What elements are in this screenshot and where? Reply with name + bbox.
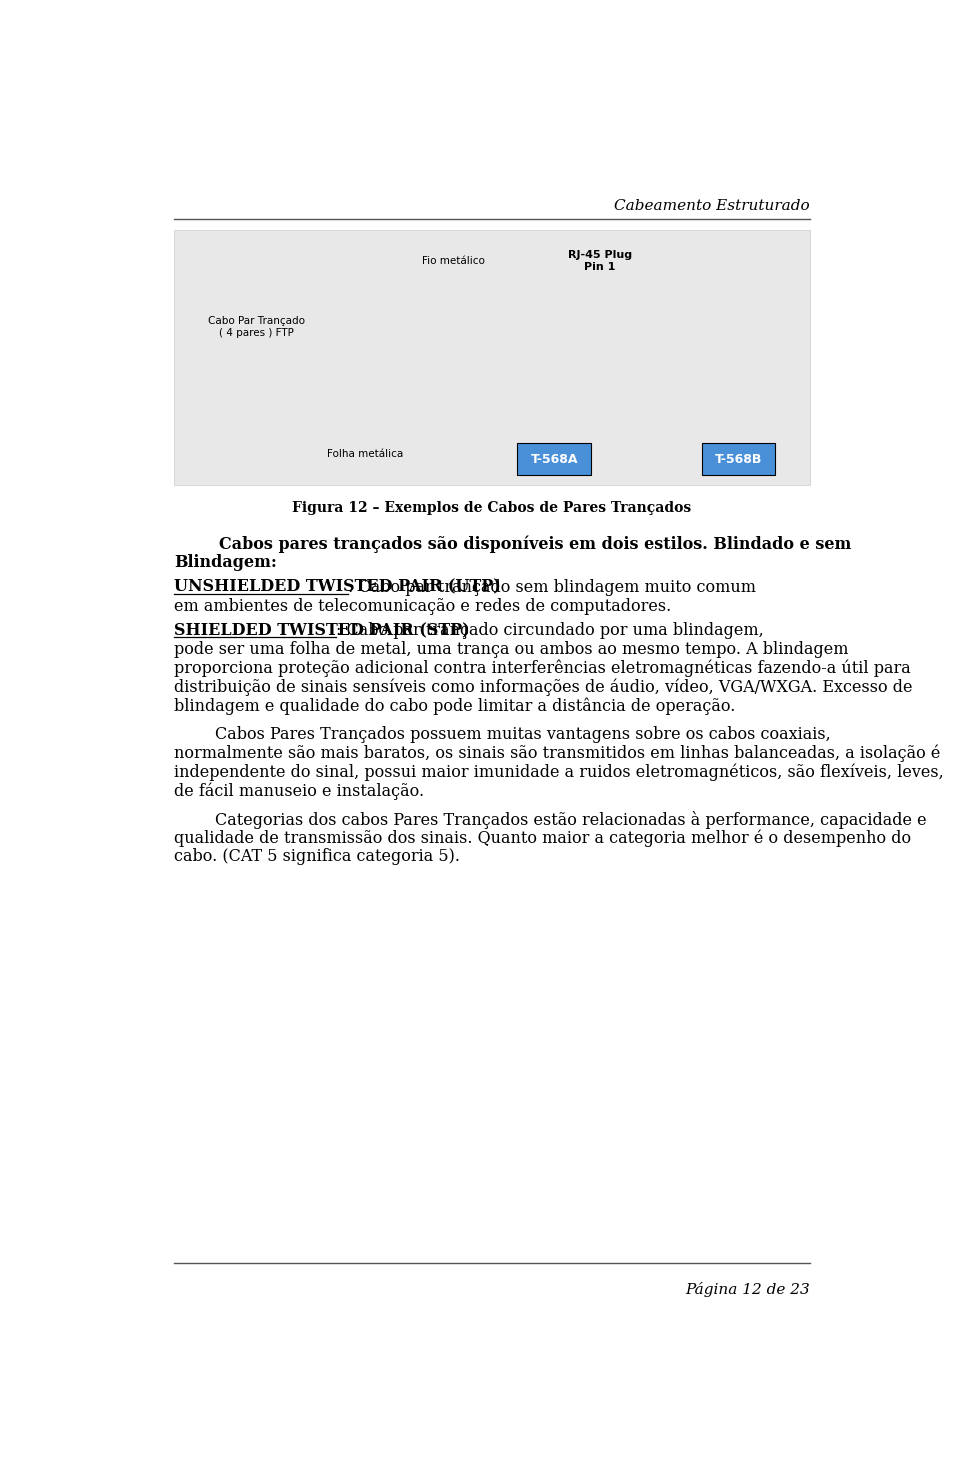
Text: proporciona proteção adicional contra interferências eletromagnéticas fazendo-a : proporciona proteção adicional contra in… [175, 660, 911, 677]
FancyBboxPatch shape [175, 231, 809, 484]
Text: normalmente são mais baratos, os sinais são transmitidos em linhas balanceadas, : normalmente são mais baratos, os sinais … [175, 744, 941, 762]
Text: distribuição de sinais sensíveis como informações de áudio, vídeo, VGA/WXGA. Exc: distribuição de sinais sensíveis como in… [175, 678, 913, 696]
Text: : Cabo par trançado sem blindagem muito comum: : Cabo par trançado sem blindagem muito … [348, 578, 756, 596]
Text: Blindagem:: Blindagem: [175, 555, 277, 571]
Text: : Cabo par trançado circundado por uma blindagem,: : Cabo par trançado circundado por uma b… [336, 622, 764, 638]
Text: pode ser uma folha de metal, uma trança ou ambos ao mesmo tempo. A blindagem: pode ser uma folha de metal, uma trança … [175, 641, 849, 658]
Text: T-568A: T-568A [531, 453, 578, 466]
Text: de fácil manuseio e instalação.: de fácil manuseio e instalação. [175, 783, 424, 800]
Text: Cabeamento Estruturado: Cabeamento Estruturado [614, 200, 809, 213]
Text: blindagem e qualidade do cabo pode limitar a distância de operação.: blindagem e qualidade do cabo pode limit… [175, 697, 735, 715]
Text: independente do sinal, possui maior imunidade a ruidos eletromagnéticos, são fle: independente do sinal, possui maior imun… [175, 763, 944, 781]
FancyBboxPatch shape [517, 443, 591, 475]
Text: T-568B: T-568B [715, 453, 762, 466]
Text: Cabos Pares Trançados possuem muitas vantagens sobre os cabos coaxiais,: Cabos Pares Trançados possuem muitas van… [175, 725, 831, 743]
Text: Cabo Par Trançado
( 4 pares ) FTP: Cabo Par Trançado ( 4 pares ) FTP [208, 316, 305, 338]
FancyBboxPatch shape [702, 443, 776, 475]
Text: em ambientes de telecomunicação e redes de computadores.: em ambientes de telecomunicação e redes … [175, 597, 671, 615]
Text: RJ-45 Plug
Pin 1: RJ-45 Plug Pin 1 [568, 250, 632, 272]
Text: cabo. (CAT 5 significa categoria 5).: cabo. (CAT 5 significa categoria 5). [175, 849, 460, 865]
Text: qualidade de transmissão dos sinais. Quanto maior a categoria melhor é o desempe: qualidade de transmissão dos sinais. Qua… [175, 830, 911, 847]
Text: Cabos pares trançados são disponíveis em dois estilos. Blindado e sem: Cabos pares trançados são disponíveis em… [175, 535, 852, 553]
Text: Folha metálica: Folha metálica [326, 449, 403, 459]
Text: UNSHIELDED TWISTED PAIR (UTP): UNSHIELDED TWISTED PAIR (UTP) [175, 578, 501, 596]
Text: Página 12 de 23: Página 12 de 23 [685, 1283, 809, 1297]
Text: Figura 12 – Exemplos de Cabos de Pares Trançados: Figura 12 – Exemplos de Cabos de Pares T… [293, 502, 691, 515]
Text: Categorias dos cabos Pares Trançados estão relacionadas à performance, capacidad: Categorias dos cabos Pares Trançados est… [175, 811, 926, 828]
Text: SHIELDED TWISTED PAIR (STP): SHIELDED TWISTED PAIR (STP) [175, 622, 469, 638]
Text: Fio metálico: Fio metálico [422, 256, 486, 266]
